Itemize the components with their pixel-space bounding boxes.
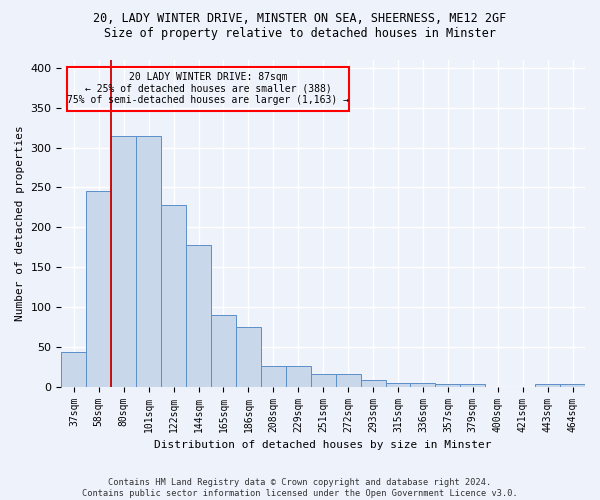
- Bar: [311, 374, 335, 386]
- Bar: [236, 327, 261, 386]
- Text: Contains HM Land Registry data © Crown copyright and database right 2024.
Contai: Contains HM Land Registry data © Crown c…: [82, 478, 518, 498]
- Bar: [111, 136, 136, 386]
- Bar: [86, 192, 111, 386]
- Text: Size of property relative to detached houses in Minster: Size of property relative to detached ho…: [104, 28, 496, 40]
- Bar: [61, 352, 86, 386]
- Bar: [186, 245, 211, 386]
- Bar: [335, 374, 361, 386]
- Bar: [460, 384, 485, 386]
- Bar: [161, 205, 186, 386]
- Bar: [410, 382, 436, 386]
- Bar: [436, 384, 460, 386]
- Bar: [261, 366, 286, 386]
- Bar: [535, 384, 560, 386]
- Bar: [211, 315, 236, 386]
- X-axis label: Distribution of detached houses by size in Minster: Distribution of detached houses by size …: [154, 440, 492, 450]
- Text: 20 LADY WINTER DRIVE: 87sqm
← 25% of detached houses are smaller (388)
75% of se: 20 LADY WINTER DRIVE: 87sqm ← 25% of det…: [67, 72, 349, 105]
- Bar: [136, 136, 161, 386]
- Bar: [286, 366, 311, 386]
- Text: 20, LADY WINTER DRIVE, MINSTER ON SEA, SHEERNESS, ME12 2GF: 20, LADY WINTER DRIVE, MINSTER ON SEA, S…: [94, 12, 506, 26]
- Bar: [361, 380, 386, 386]
- Bar: [386, 382, 410, 386]
- Bar: [560, 384, 585, 386]
- Y-axis label: Number of detached properties: Number of detached properties: [15, 126, 25, 321]
